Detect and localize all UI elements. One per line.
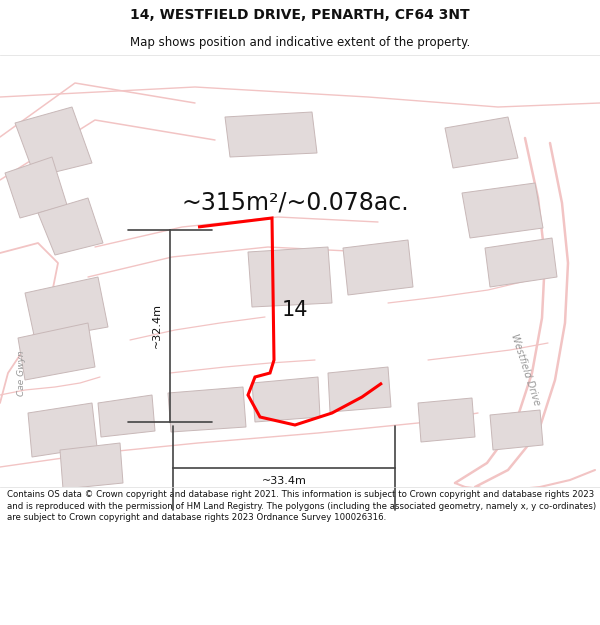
Text: ~315m²/~0.078ac.: ~315m²/~0.078ac. xyxy=(181,191,409,215)
Polygon shape xyxy=(18,323,95,380)
Text: 14: 14 xyxy=(282,300,308,320)
Polygon shape xyxy=(418,398,475,442)
Text: 14, WESTFIELD DRIVE, PENARTH, CF64 3NT: 14, WESTFIELD DRIVE, PENARTH, CF64 3NT xyxy=(130,8,470,22)
Polygon shape xyxy=(252,377,320,422)
Polygon shape xyxy=(98,395,155,437)
Polygon shape xyxy=(25,277,108,340)
Text: ~32.4m: ~32.4m xyxy=(152,304,162,349)
Polygon shape xyxy=(248,247,332,307)
Polygon shape xyxy=(60,443,123,489)
Polygon shape xyxy=(462,183,543,238)
Polygon shape xyxy=(343,240,413,295)
Polygon shape xyxy=(328,367,391,412)
Polygon shape xyxy=(5,157,67,218)
Text: Cae Gwyn: Cae Gwyn xyxy=(17,350,26,396)
Text: Map shows position and indicative extent of the property.: Map shows position and indicative extent… xyxy=(130,36,470,49)
Polygon shape xyxy=(28,403,97,457)
Text: Contains OS data © Crown copyright and database right 2021. This information is : Contains OS data © Crown copyright and d… xyxy=(7,490,596,522)
Polygon shape xyxy=(485,238,557,287)
Polygon shape xyxy=(38,198,103,255)
Polygon shape xyxy=(15,107,92,177)
Polygon shape xyxy=(490,410,543,450)
Text: Westfield Drive: Westfield Drive xyxy=(509,333,541,407)
Polygon shape xyxy=(168,387,246,432)
Polygon shape xyxy=(445,117,518,168)
Polygon shape xyxy=(225,112,317,157)
Text: ~33.4m: ~33.4m xyxy=(262,476,307,486)
